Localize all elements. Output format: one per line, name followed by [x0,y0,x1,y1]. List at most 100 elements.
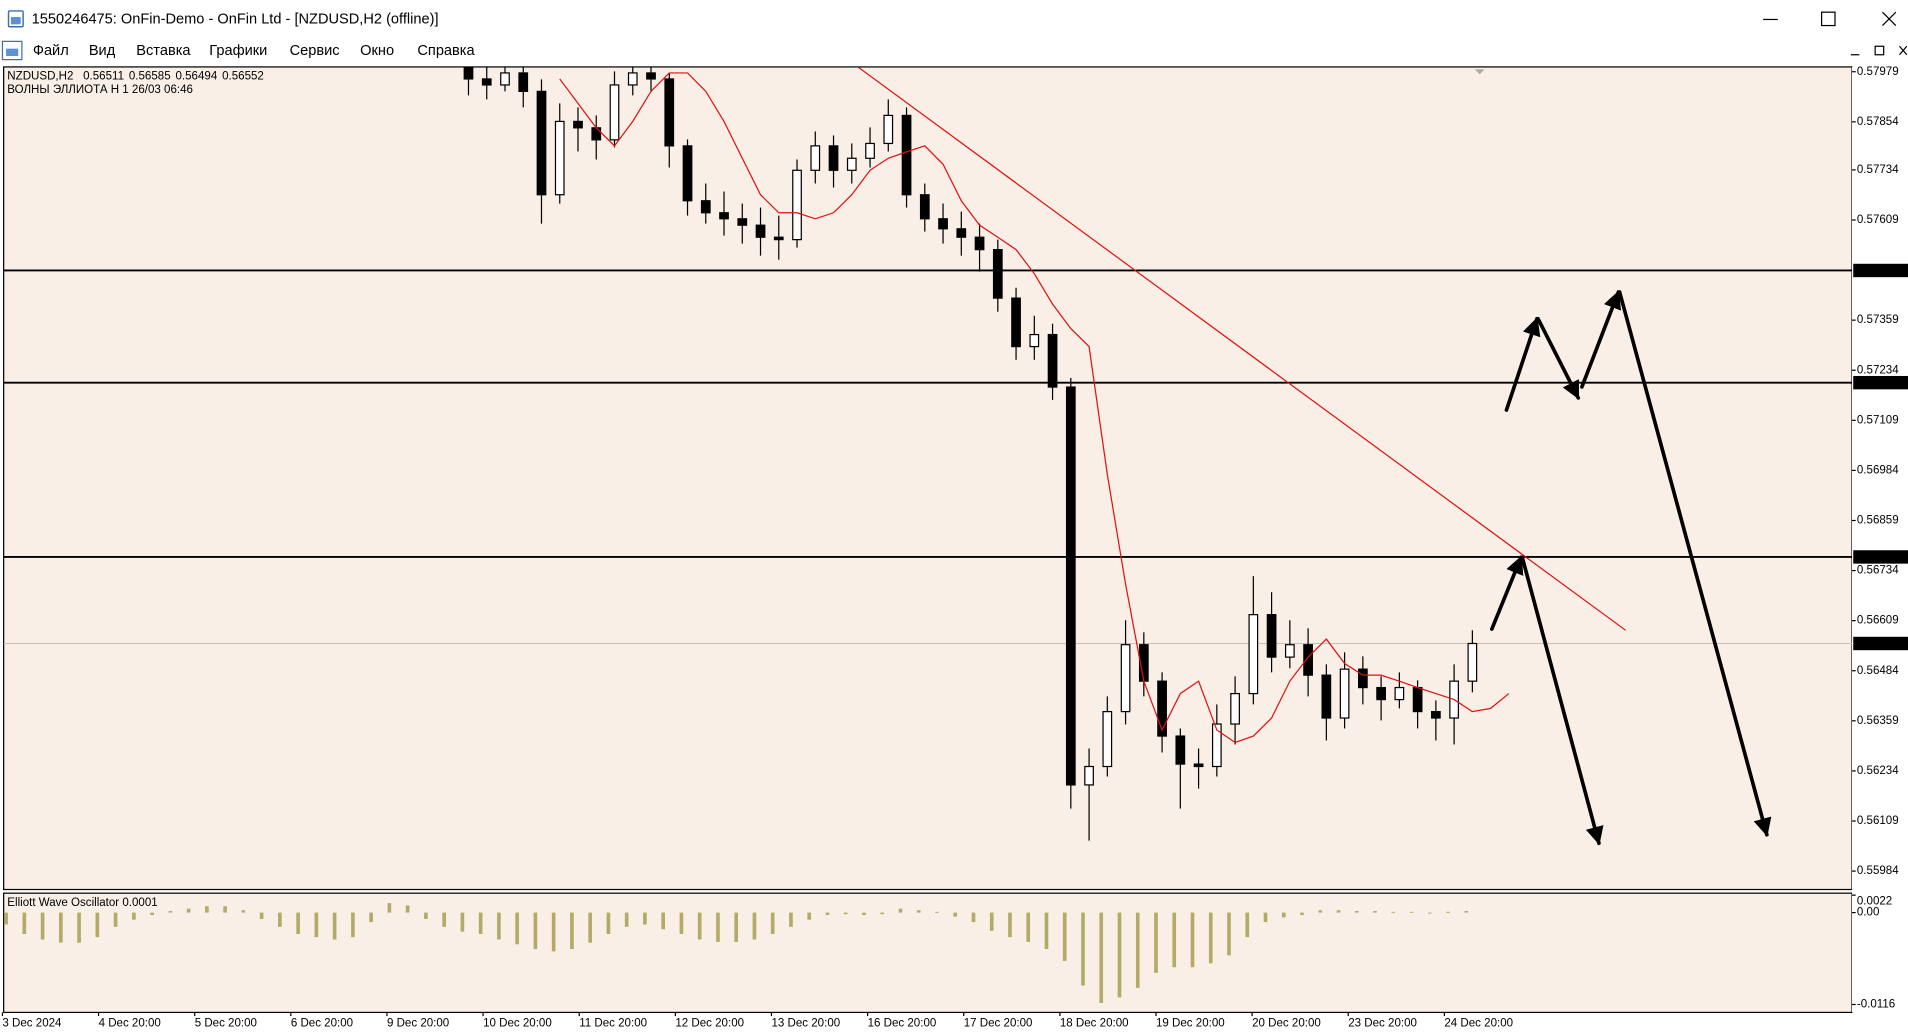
candle-body [682,145,693,202]
oscillator-bar [387,903,392,913]
candle-body [1248,614,1259,695]
osc-tick-label: 0.0022 [1857,896,1892,908]
oscillator-bar [259,912,264,919]
child-close[interactable] [1899,45,1908,56]
candle-body [810,145,821,171]
candle-body [719,212,729,220]
y-tick-label: 0.56609 [1857,615,1899,627]
oscillator-bar [570,912,574,950]
wave-arrow [1617,290,1772,837]
oscillator-bar [1154,912,1158,973]
candle-body [992,249,1003,299]
candle-body [1230,692,1240,725]
candle-body [1029,333,1040,348]
oscillator-bar [533,912,538,950]
maximize-button[interactable] [1820,11,1836,27]
oscillator-bar [1464,911,1469,913]
candle-body [1193,763,1204,768]
candle-body [956,228,967,238]
menu-item[interactable]: Справка [417,43,475,59]
menu-item[interactable]: Файл [33,43,69,59]
oscillator-bar [223,906,227,913]
oscillator-bar [916,910,921,913]
candle-body [1467,642,1478,682]
oscillator-bar [1008,912,1012,938]
oscillator-bar [314,912,319,938]
candle-body [865,142,875,159]
child-restore[interactable] [1874,45,1885,56]
current-price-label: 0.56552 [1857,638,1899,650]
menu-item[interactable]: Вставка [136,43,191,59]
candle-body [755,224,766,238]
drawings [857,66,1772,846]
oscillator-bar [1336,910,1341,913]
oscillator-bar [624,912,629,927]
osc-tick-label: 0.00 [1857,907,1879,919]
x-tick-label: 20 Dec 20:00 [1252,1017,1321,1029]
app-icon [7,10,24,28]
x-tick-label: 18 Dec 20:00 [1060,1017,1129,1029]
oscillator-bar [971,912,976,923]
moving-average [559,72,1510,744]
candle-body [828,145,839,171]
main-plot-area [3,66,1853,891]
oscillator-bar [515,912,519,945]
oscillator-bar [1263,912,1268,923]
title-bar [0,0,1908,39]
candle-body [792,169,802,241]
y-tick-label: 0.56984 [1857,464,1899,476]
oscillator-bar [59,912,63,943]
candle-body [1084,765,1094,786]
candle-body [901,114,912,196]
oscillator-bar [752,912,757,940]
level-label: 0.57483 [1857,265,1899,277]
high: 0.56585 [129,71,171,83]
wave-arrow [1490,555,1524,631]
oscillator-bar [1281,912,1286,918]
candle-body [883,114,894,145]
level-label: 0.56768 [1857,551,1899,563]
oscillator-bar [4,912,8,925]
candle-body [554,120,565,196]
oscillator-bar [460,912,465,932]
wave-arrow [1580,290,1622,389]
oscillator-bar [1227,912,1231,956]
candle-body [1431,711,1441,719]
oscillator-bar [880,912,885,915]
oscillator-bar [186,908,191,913]
y-tick-label: 0.56109 [1857,815,1899,827]
menu-item[interactable]: Вид [89,43,116,59]
oscillator-bar [478,912,483,934]
oscillator-bar [1245,912,1250,938]
time-axis [0,1013,1908,1032]
y-tick-label: 0.55984 [1857,865,1899,877]
oscillator-bar [770,912,775,934]
oscillator-bar [661,912,666,930]
candle-body [518,72,529,92]
candle-body [737,218,748,226]
menu-item[interactable]: Сервис [290,43,340,59]
candle-body [1047,333,1058,388]
menu-item[interactable]: Графики [209,43,267,59]
oscillator-title: Elliott Wave Oscillator 0.0001 [7,897,157,909]
x-tick-label: 10 Dec 20:00 [483,1017,552,1029]
close-button[interactable] [1882,11,1897,26]
oscillator-bar [953,912,958,917]
symbol: NZDUSD,H2 [7,71,73,83]
oscillator-bar [551,912,556,952]
x-tick-label: 12 Dec 20:00 [675,1017,744,1029]
oscillator-bar [1300,912,1304,915]
candle-body [1376,686,1386,701]
oscillator-bar [1318,910,1323,913]
x-tick-label: 23 Dec 20:00 [1348,1017,1417,1029]
level-label: 0.57203 [1857,377,1899,389]
menu-item[interactable]: Окно [360,43,394,59]
oscillator-bar [1117,912,1122,998]
candle-body [1175,735,1186,765]
oscillator-bar [989,912,994,931]
candle-body [573,120,583,129]
oscillator-bar [351,912,355,938]
oscillator-bar [168,911,173,913]
oscillator-bar [205,906,209,913]
